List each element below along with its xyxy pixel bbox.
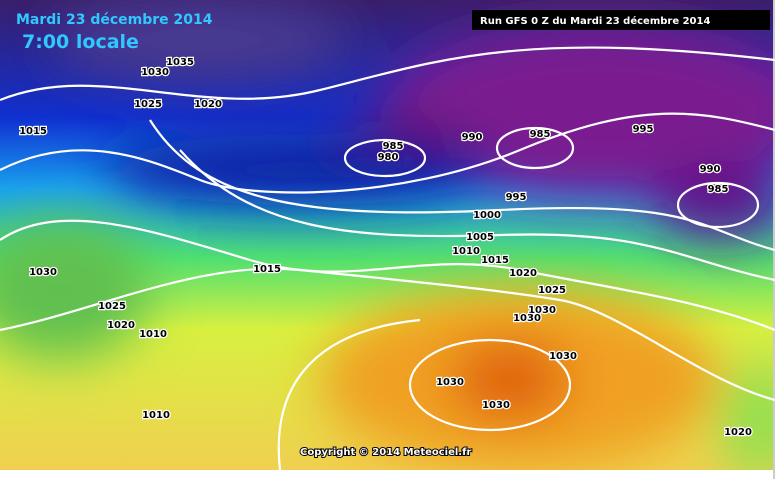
- isobar-label: 1025: [134, 99, 162, 110]
- isobar-label: 1020: [509, 268, 537, 279]
- isobar-label: 1020: [194, 99, 222, 110]
- isobar-label: 1030: [549, 351, 577, 362]
- isobar-label: 1015: [253, 264, 281, 275]
- isobar-label: 985: [530, 129, 551, 140]
- isobar-label: 1020: [107, 320, 135, 331]
- isobar-label: 1030: [436, 377, 464, 388]
- isobar-label: 1005: [466, 232, 494, 243]
- isobar-label: 1000: [473, 210, 501, 221]
- isobar-label: 1010: [142, 410, 170, 421]
- isobar-label: 985: [383, 141, 404, 152]
- isobar-label: 1025: [538, 285, 566, 296]
- isobar-label: 1030: [141, 67, 169, 78]
- time-title: 7:00 locale: [22, 31, 139, 53]
- isobar-label: 995: [633, 124, 654, 135]
- isobar-label: 1020: [724, 427, 752, 438]
- isobar-label: 1015: [481, 255, 509, 266]
- copyright: Copyright © 2014 Meteociel.fr: [300, 447, 471, 458]
- run-info-box: [472, 10, 770, 30]
- isobar-label: 1030: [528, 305, 556, 316]
- isobar-label: 1030: [482, 400, 510, 411]
- isobar-label: 1025: [98, 301, 126, 312]
- isobar-label: 995: [506, 192, 527, 203]
- isobar-label: 1010: [452, 246, 480, 257]
- isobar-label: 990: [462, 132, 483, 143]
- isobar-label: 990: [700, 164, 721, 175]
- isobar-label: 985: [708, 184, 729, 195]
- isobar-label: 1030: [29, 267, 57, 278]
- isobar-label: 1010: [139, 329, 167, 340]
- isobar-label: 1030: [513, 313, 541, 324]
- isobar-label: 1015: [19, 126, 47, 137]
- isobars: [0, 46, 775, 471]
- isobar-label: 1035: [166, 57, 194, 68]
- isobar-label: 980: [378, 152, 399, 163]
- date-title: Mardi 23 décembre 2014: [16, 12, 213, 28]
- run-info: Run GFS 0 Z du Mardi 23 décembre 2014: [480, 15, 710, 27]
